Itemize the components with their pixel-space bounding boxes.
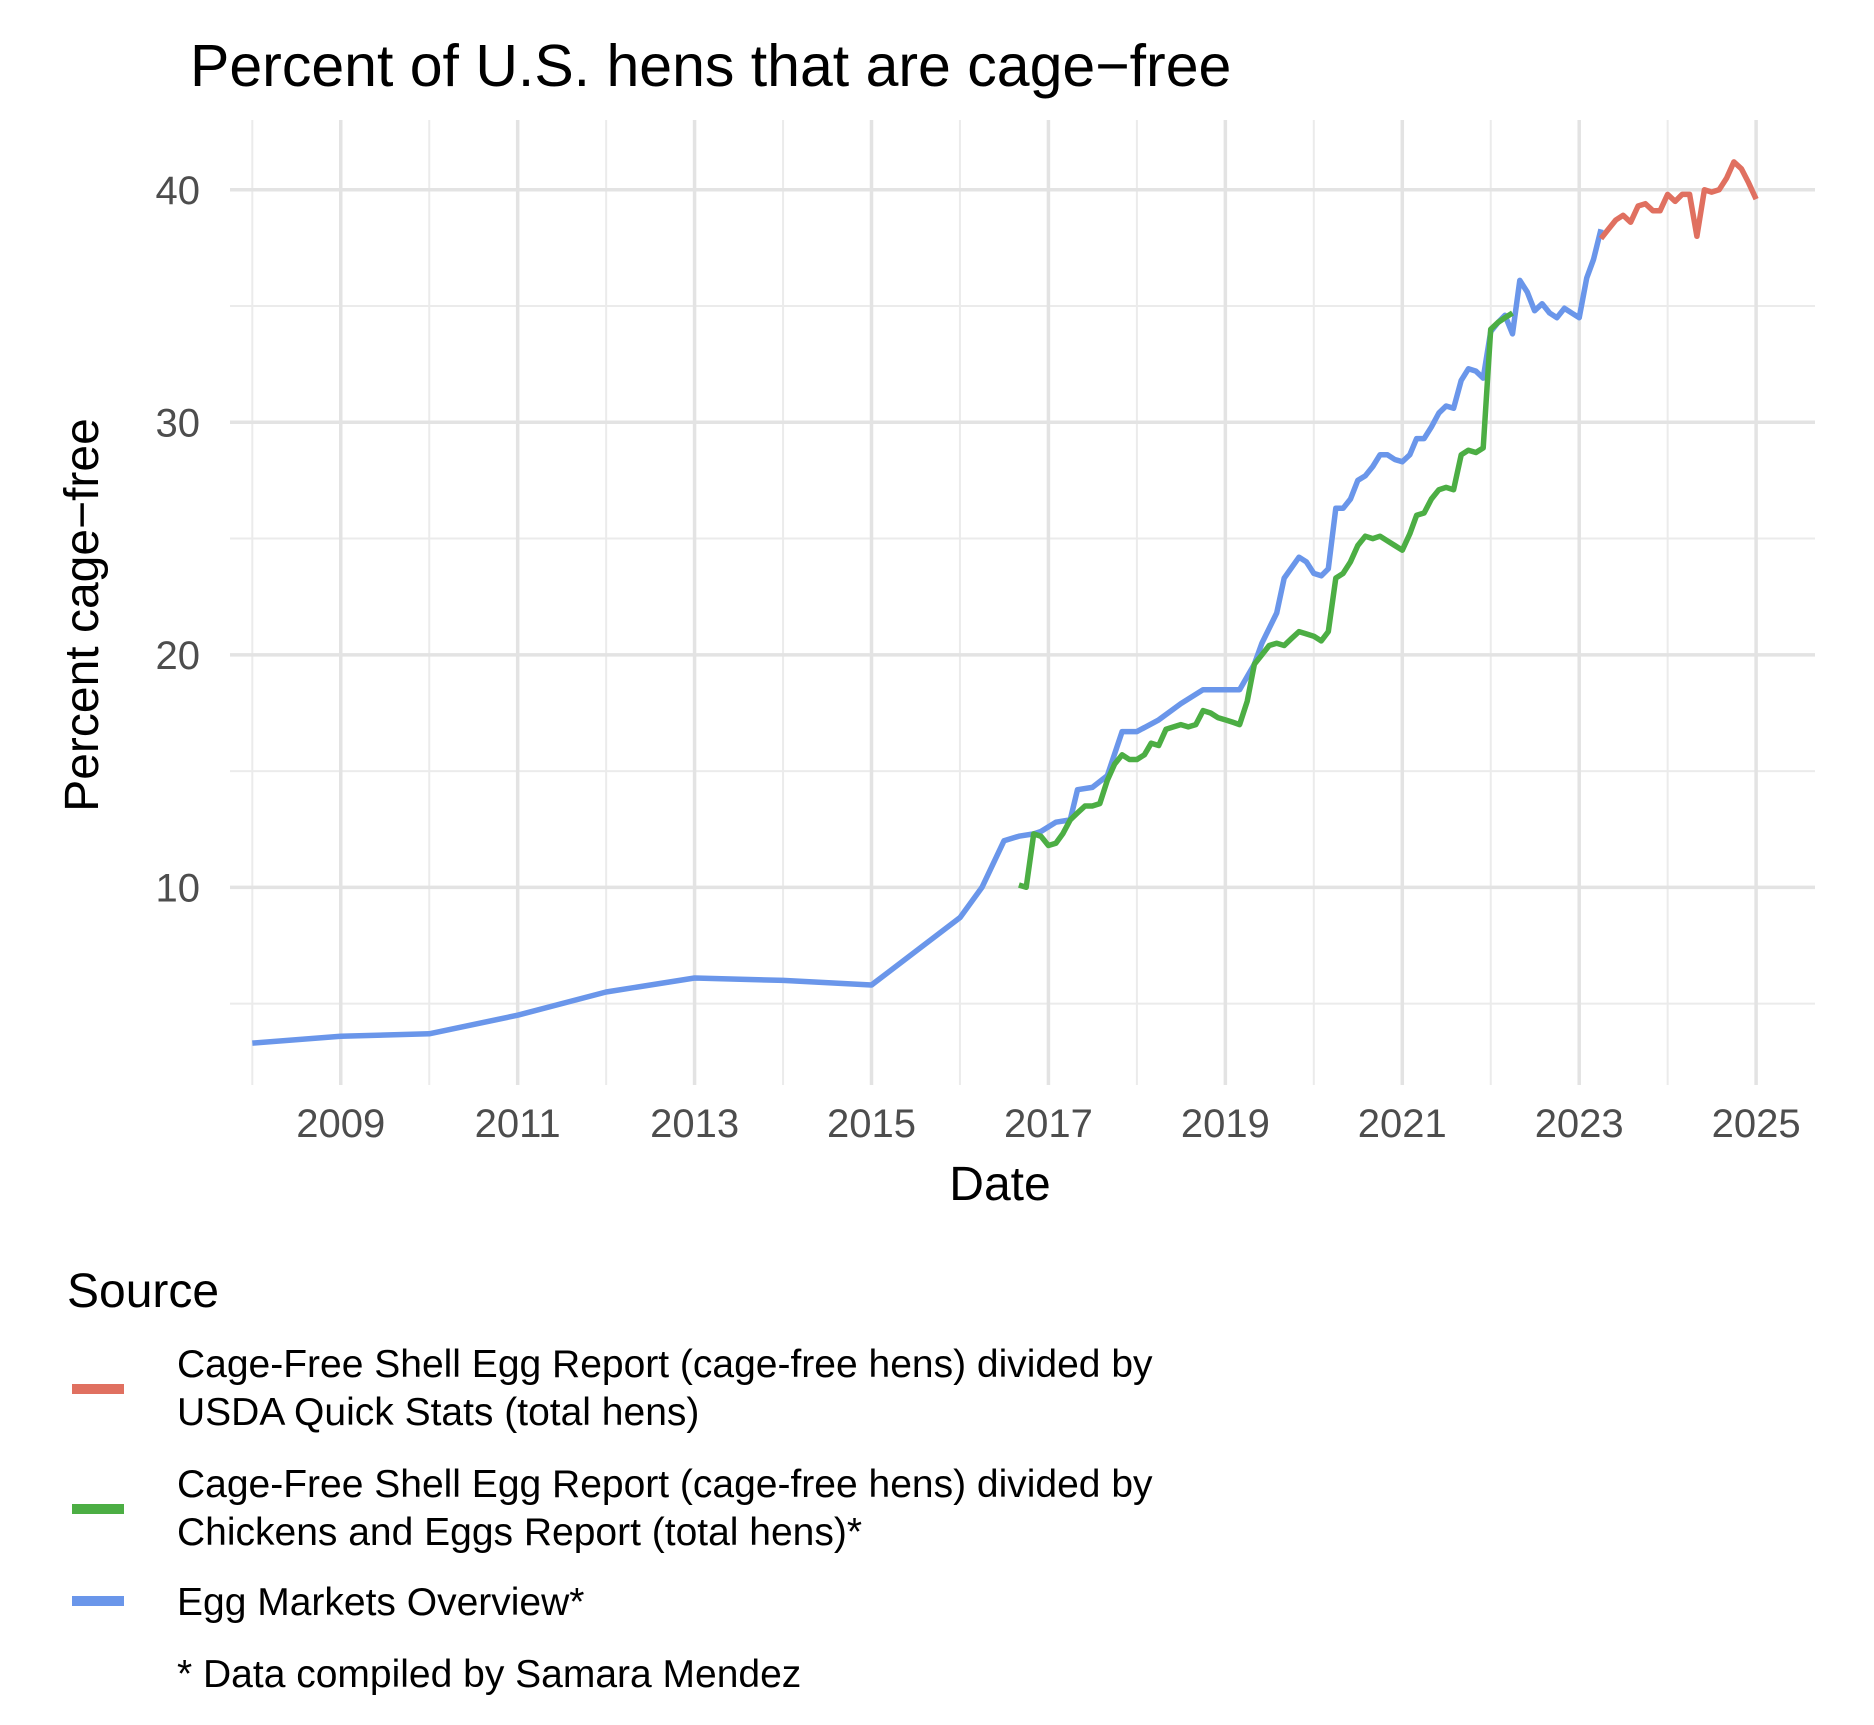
x-tick-label: 2019 xyxy=(1181,1102,1270,1146)
legend-label: Cage-Free Shell Egg Report (cage-free he… xyxy=(177,1343,1153,1386)
series-line xyxy=(1018,310,1514,891)
y-tick-label: 10 xyxy=(156,866,201,910)
x-tick-label: 2015 xyxy=(827,1102,916,1146)
x-axis-title: Date xyxy=(949,1158,1050,1211)
series-line xyxy=(1598,159,1759,241)
y-axis-title: Percent cage−free xyxy=(56,418,109,812)
legend-title: Source xyxy=(67,1265,219,1318)
series-lines xyxy=(252,159,1759,1046)
series-line xyxy=(252,228,1604,1046)
y-tick-label: 30 xyxy=(156,401,201,445)
legend: Source Cage-Free Shell Egg Report (cage-… xyxy=(67,1265,1153,1696)
legend-note: * Data compiled by Samara Mendez xyxy=(177,1653,801,1696)
legend-items: Cage-Free Shell Egg Report (cage-free he… xyxy=(72,1343,1153,1624)
x-tick-label: 2013 xyxy=(650,1102,739,1146)
legend-label: Egg Markets Overview* xyxy=(177,1581,584,1624)
grid xyxy=(230,120,1815,1085)
x-tick-label: 2009 xyxy=(296,1102,385,1146)
legend-label: Cage-Free Shell Egg Report (cage-free he… xyxy=(177,1463,1153,1506)
x-tick-label: 2017 xyxy=(1004,1102,1093,1146)
y-axis-ticks: 10 20 30 40 xyxy=(156,169,201,911)
x-tick-label: 2011 xyxy=(475,1102,561,1146)
x-tick-label: 2023 xyxy=(1535,1102,1624,1146)
chart-title: Percent of U.S. hens that are cage−free xyxy=(190,33,1231,99)
x-tick-label: 2025 xyxy=(1712,1102,1801,1146)
legend-label: Chickens and Eggs Report (total hens)* xyxy=(177,1511,862,1554)
y-tick-label: 20 xyxy=(156,634,201,678)
x-axis-ticks: 2009 2011 2013 2015 2017 2019 2021 2023 2025 xyxy=(296,1102,1800,1146)
legend-label: USDA Quick Stats (total hens) xyxy=(177,1391,699,1434)
x-tick-label: 2021 xyxy=(1358,1102,1447,1146)
y-tick-label: 40 xyxy=(156,169,201,213)
